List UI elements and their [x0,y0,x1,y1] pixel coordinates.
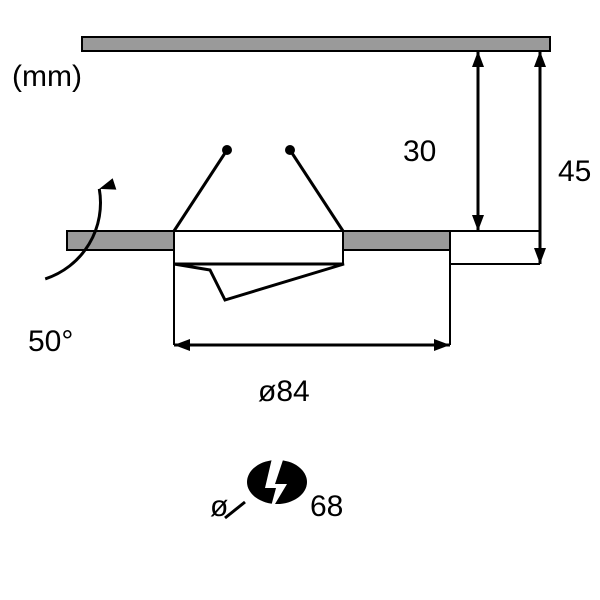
dimension-diagram [0,0,600,600]
depth-45-label: 45 [558,155,591,189]
unit-label: (mm) [12,60,82,94]
diameter-84-label: ø84 [258,375,310,409]
cutout-68-label: 68 [310,490,343,524]
angle-50-label: 50° [28,325,73,359]
depth-30-label: 30 [403,135,436,169]
cutout-68-prefix: ø [210,490,228,524]
